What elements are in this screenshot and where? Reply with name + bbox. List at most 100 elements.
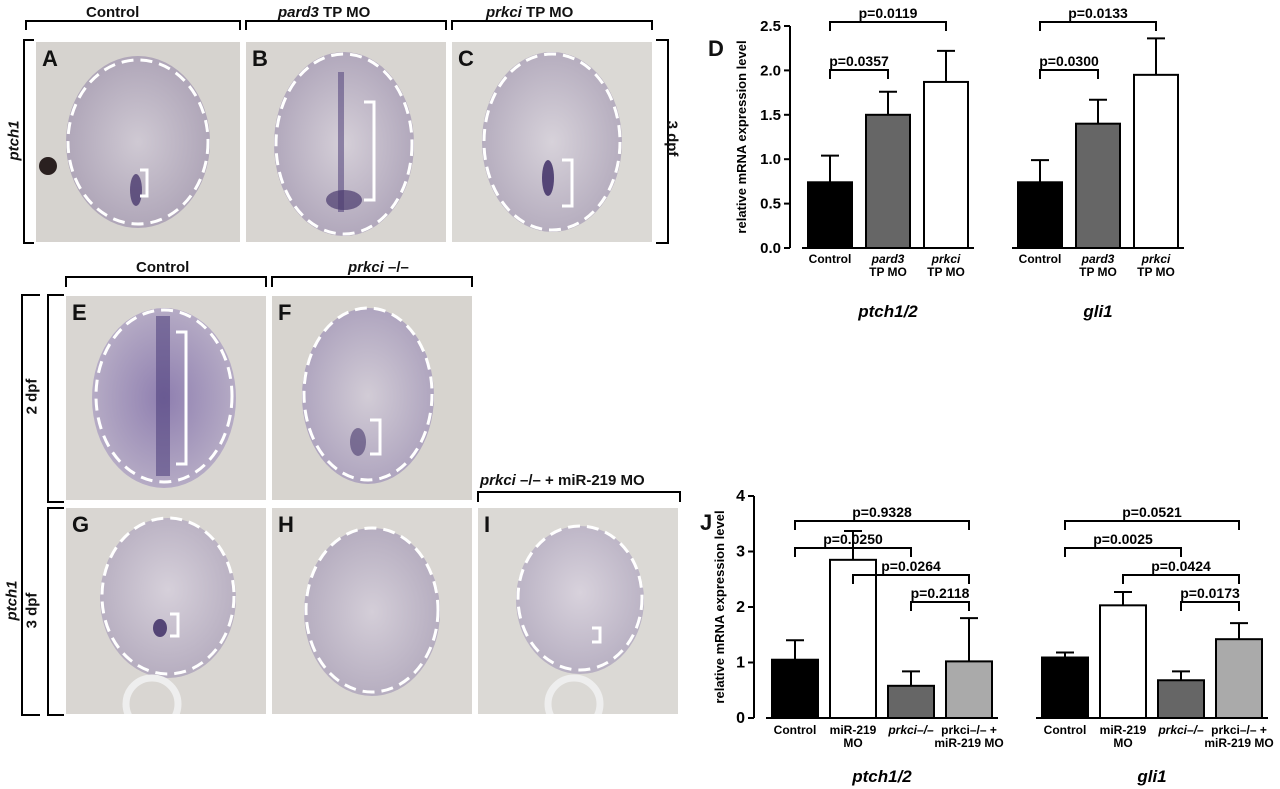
bar-chart-j: 0 1 2 3 4 relative mRNA expression level Contr… (712, 488, 1274, 786)
panel-letter-d: D (708, 36, 724, 61)
pvalue-label: p=0.0250 (823, 531, 883, 547)
pvalue-bracket (910, 601, 970, 611)
category-label: prkci–/– (887, 723, 934, 737)
panel-letter-j: J (700, 510, 713, 535)
pvalue-label: p=0.0264 (881, 558, 941, 574)
pvalue-label: p=0.2118 (911, 585, 970, 601)
category-label: Control (1019, 252, 1062, 266)
category-label: TP MO (869, 265, 907, 279)
header-pard3-tp-mo: pard3 TP MO (278, 4, 370, 21)
category-label: miR-219 (1100, 723, 1147, 737)
group-name: ptch1/2 (857, 302, 918, 321)
micrograph-image (36, 42, 240, 242)
y-tick-label: 0 (736, 710, 745, 727)
panel-letter: H (278, 512, 294, 537)
micrograph-panel-g: G (66, 508, 266, 714)
pvalue-bracket (1180, 601, 1240, 611)
group-name: ptch1/2 (851, 767, 912, 786)
y-tick-label: 0.0 (760, 240, 781, 257)
row-label-3dpf: 3 dpf (23, 592, 41, 629)
y-tick-label: 1.0 (760, 151, 781, 168)
category-label: prkci (1141, 252, 1171, 266)
pvalue-bracket (1122, 574, 1240, 584)
y-axis-label: relative mRNA expression level (712, 510, 727, 703)
pvalue-bracket (852, 574, 970, 584)
category-label: miR-219 MO (1204, 736, 1273, 750)
header-control-bottom: Control (136, 259, 190, 276)
y-tick-label: 2.5 (760, 18, 781, 35)
pvalue-label: p=0.0133 (1068, 5, 1128, 21)
y-tick-label: 2 (736, 599, 745, 616)
bar (829, 558, 877, 719)
panel-letter: B (252, 46, 268, 71)
category-label: prkci (931, 252, 961, 266)
category-label: Control (1044, 723, 1087, 737)
pvalue-bracket (794, 520, 970, 530)
micrograph-panel-h: H (272, 508, 472, 714)
bar (807, 181, 853, 249)
pvalue-label: p=0.9328 (852, 504, 912, 520)
pvalue-label: p=0.0300 (1039, 53, 1099, 69)
bar (1133, 73, 1179, 249)
category-label: Control (774, 723, 817, 737)
panel-letter: A (42, 46, 58, 71)
micrograph-panel-c: C (452, 42, 652, 242)
pvalue-bracket (794, 547, 912, 557)
y-axis-label: relative mRNA expression level (734, 40, 749, 233)
category-label: Control (809, 252, 852, 266)
micrograph-image (66, 508, 266, 714)
bar (865, 113, 911, 249)
header-suffix: TP MO (521, 4, 574, 21)
category-label: miR-219 (830, 723, 877, 737)
category-label: prkci–/– + (1211, 723, 1267, 737)
y-tick-label: 0.5 (760, 196, 781, 213)
micrograph-panel-f: F (272, 296, 472, 500)
pvalue-bracket (1039, 21, 1157, 31)
panel-letter: C (458, 46, 474, 71)
header-suffix: TP MO (318, 4, 371, 21)
bar-chart-d: 0.0 0.5 1.0 1.5 2.0 2.5 relative mRNA expressi… (734, 5, 1184, 321)
bar (1215, 638, 1263, 719)
pvalue-label: p=0.0424 (1151, 558, 1211, 574)
micrograph-image (478, 508, 678, 714)
micrograph-image (452, 42, 652, 242)
bar (923, 80, 969, 249)
y-tick-label: 2.0 (760, 62, 781, 79)
header-gene: prkci (348, 259, 384, 276)
side-label-ptch1-bottom: ptch1 (3, 580, 21, 621)
bar (945, 660, 993, 719)
category-label: pard3 (871, 252, 905, 266)
category-label: TP MO (1079, 265, 1117, 279)
header-control: Control (86, 4, 140, 21)
category-label: prkci–/– + (941, 723, 997, 737)
y-tick-label: 1.5 (760, 107, 781, 124)
side-label-3dpf-right: 3 dpf (663, 120, 681, 157)
micrograph-image (66, 296, 266, 500)
y-tick-label: 4 (736, 488, 745, 505)
category-label: prkci–/– (1157, 723, 1204, 737)
bar (771, 658, 819, 720)
header-prkci-mir219: prkci –/– + miR-219 MO (480, 472, 645, 489)
bar (1099, 604, 1147, 720)
pvalue-label: p=0.0357 (829, 53, 889, 69)
group-name: gli1 (1082, 302, 1112, 321)
panel-letter: G (72, 512, 90, 537)
bar (887, 684, 935, 719)
pvalue-label: p=0.0119 (859, 5, 918, 21)
category-label: TP MO (1137, 265, 1175, 279)
row-label-2dpf: 2 dpf (23, 378, 41, 415)
bar (1075, 122, 1121, 249)
y-tick-label: 1 (736, 655, 745, 672)
panel-letter: E (72, 300, 87, 325)
pvalue-bracket (1064, 547, 1182, 557)
panel-letter: F (278, 300, 292, 325)
category-label: miR-219 MO (934, 736, 1003, 750)
pvalue-bracket (1039, 69, 1099, 79)
pvalue-label: p=0.0025 (1093, 531, 1153, 547)
header-suffix: –/– (383, 259, 409, 276)
header-suffix: –/– (515, 472, 541, 489)
micrograph-image (272, 508, 472, 714)
bar (1017, 181, 1063, 249)
category-label: MO (1113, 736, 1132, 750)
pvalue-label: p=0.0173 (1180, 585, 1240, 601)
